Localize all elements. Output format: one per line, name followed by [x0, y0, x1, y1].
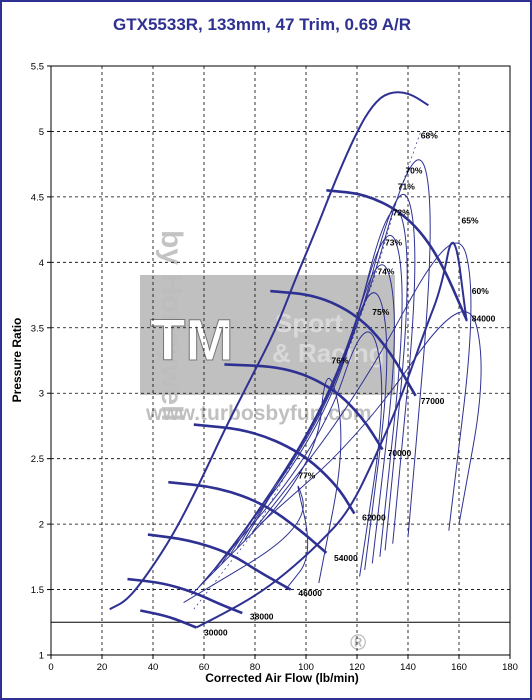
x-tick-label-80: 80 [250, 662, 261, 673]
x-tick-label-40: 40 [148, 662, 159, 673]
speed-line-84000 [326, 189, 468, 321]
y-tick-label-4.5: 4.5 [31, 192, 44, 203]
efficiency-islands [183, 131, 482, 610]
speed-line-70000 [224, 363, 384, 451]
plot-area-border [50, 65, 511, 656]
speed-line-46000 [147, 533, 292, 591]
efficiency-label-76: 76% [332, 356, 349, 366]
speed-label-77000: 77000 [421, 396, 445, 406]
y-tick-label-1: 1 [39, 651, 44, 662]
annotations: 30000 38000 46000 54000 62000 70000 77000 84000… [204, 130, 496, 637]
surge-line [109, 91, 429, 611]
speed-label-84000: 84000 [472, 313, 496, 323]
watermark-registered: ® [350, 630, 366, 655]
x-tick-label-0: 0 [48, 662, 53, 673]
watermark-line1: Sport [275, 308, 343, 338]
efficiency-island-8 [244, 159, 431, 541]
y-tick-label-5.5: 5.5 [31, 62, 44, 73]
x-tick-label-100: 100 [298, 662, 314, 673]
efficiency-label-74: 74% [377, 266, 394, 276]
efficiency-island-6 [229, 209, 408, 556]
efficiency-island-0 [183, 485, 309, 604]
speed-label-54000: 54000 [334, 553, 358, 563]
watermark-line2: & Racing [272, 338, 385, 368]
axes: 0 20 40 60 80 100 120 140 160 180 1 1.5 2 2.5 3 3.5 4 4.5… [31, 62, 518, 674]
x-tick-label-20: 20 [97, 662, 108, 673]
map-boundaries [109, 91, 468, 629]
efficiency-label-71: 71% [398, 181, 415, 191]
y-tick-label-2: 2 [39, 520, 44, 531]
speed-label-70000: 70000 [388, 448, 412, 458]
x-axis-label: Corrected Air Flow (lb/min) [205, 671, 359, 685]
efficiency-label-77: 77% [298, 471, 315, 481]
y-tick-label-1.5: 1.5 [31, 585, 44, 596]
speed-label-30000: 30000 [204, 627, 228, 637]
efficiency-island-2 [198, 331, 383, 588]
choke-line [195, 241, 468, 629]
speed-label-46000: 46000 [298, 588, 322, 598]
efficiency-label-72: 72% [393, 208, 410, 218]
speed-line-77000 [270, 289, 417, 397]
speed-line-54000 [168, 480, 328, 554]
speed-label-38000: 38000 [250, 612, 274, 622]
y-tick-label-4: 4 [39, 258, 44, 269]
speed-line-30000 [140, 609, 197, 629]
efficiency-label-68: 68% [421, 130, 438, 140]
efficiency-label-70: 70% [405, 166, 422, 176]
efficiency-label-65: 65% [462, 215, 479, 225]
watermark-url: www.turbosbyfun.com [145, 402, 372, 425]
chart-title: GTX5533R, 133mm, 47 Trim, 0.69 A/R [113, 15, 411, 34]
speed-lines [127, 189, 468, 629]
y-tick-label-5: 5 [39, 127, 44, 138]
x-tick-label-120: 120 [349, 662, 365, 673]
speed-label-62000: 62000 [362, 512, 386, 522]
y-axis-label: Pressure Ratio [10, 318, 24, 403]
speed-line-38000 [127, 577, 243, 615]
x-tick-label-160: 160 [451, 662, 467, 673]
efficiency-island-9 [252, 242, 472, 533]
y-tick-label-2.5: 2.5 [31, 454, 44, 465]
efficiency-label-73: 73% [385, 238, 402, 248]
efficiency-label-60: 60% [472, 286, 489, 296]
x-tick-label-180: 180 [502, 662, 518, 673]
watermark-brand: TM [150, 308, 234, 373]
speed-line-62000 [193, 423, 356, 515]
x-tick-label-60: 60 [199, 662, 210, 673]
y-tick-label-3.5: 3.5 [31, 323, 44, 334]
efficiency-label-75: 75% [372, 307, 389, 317]
x-tick-label-140: 140 [400, 662, 416, 673]
y-tick-label-3: 3 [39, 389, 44, 400]
